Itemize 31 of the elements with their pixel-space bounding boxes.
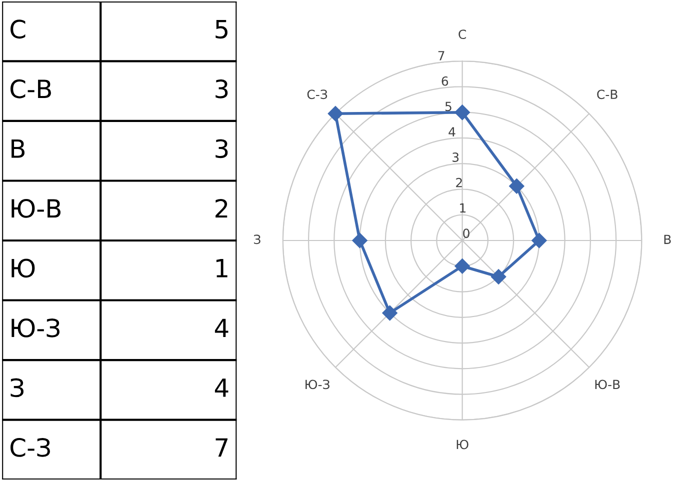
spoke-label: С — [458, 30, 466, 40]
spoke-label: З — [254, 234, 260, 244]
data-label: 3 — [216, 79, 228, 98]
y-tick-label: 1 — [460, 203, 466, 213]
category-label: Ю — [12, 258, 35, 278]
data-label: 4 — [214, 318, 228, 338]
spoke-label: Ю — [456, 440, 468, 450]
category-label: С-З — [10, 438, 50, 457]
y-tick-label: 5 — [445, 102, 452, 112]
y-tick-label: 2 — [456, 178, 462, 188]
y-tick-label: 4 — [448, 127, 456, 136]
y-tick-label: 6 — [442, 76, 448, 86]
spoke-label: С-В — [597, 90, 618, 100]
data-label: 2 — [216, 198, 228, 218]
data-label: 1 — [216, 259, 228, 278]
data-label: 5 — [216, 20, 228, 39]
category-label: Ю-В — [12, 198, 60, 218]
data-label: 3 — [216, 139, 228, 158]
data-label: 4 — [214, 378, 228, 397]
y-tick-label: 3 — [452, 152, 459, 162]
spoke-label: С-З — [307, 90, 328, 100]
data-label: 7 — [216, 438, 228, 457]
category-label: С — [10, 20, 26, 39]
spoke-label: Ю-В — [595, 380, 620, 390]
spoke-label: В — [664, 234, 671, 244]
category-label: С-В — [10, 79, 51, 98]
category-label: З — [10, 378, 24, 398]
category-label: Ю-З — [12, 318, 60, 338]
category-label: В — [12, 140, 24, 158]
y-tick-label: 0 — [463, 228, 470, 238]
spoke-label: Ю-З — [306, 380, 330, 390]
